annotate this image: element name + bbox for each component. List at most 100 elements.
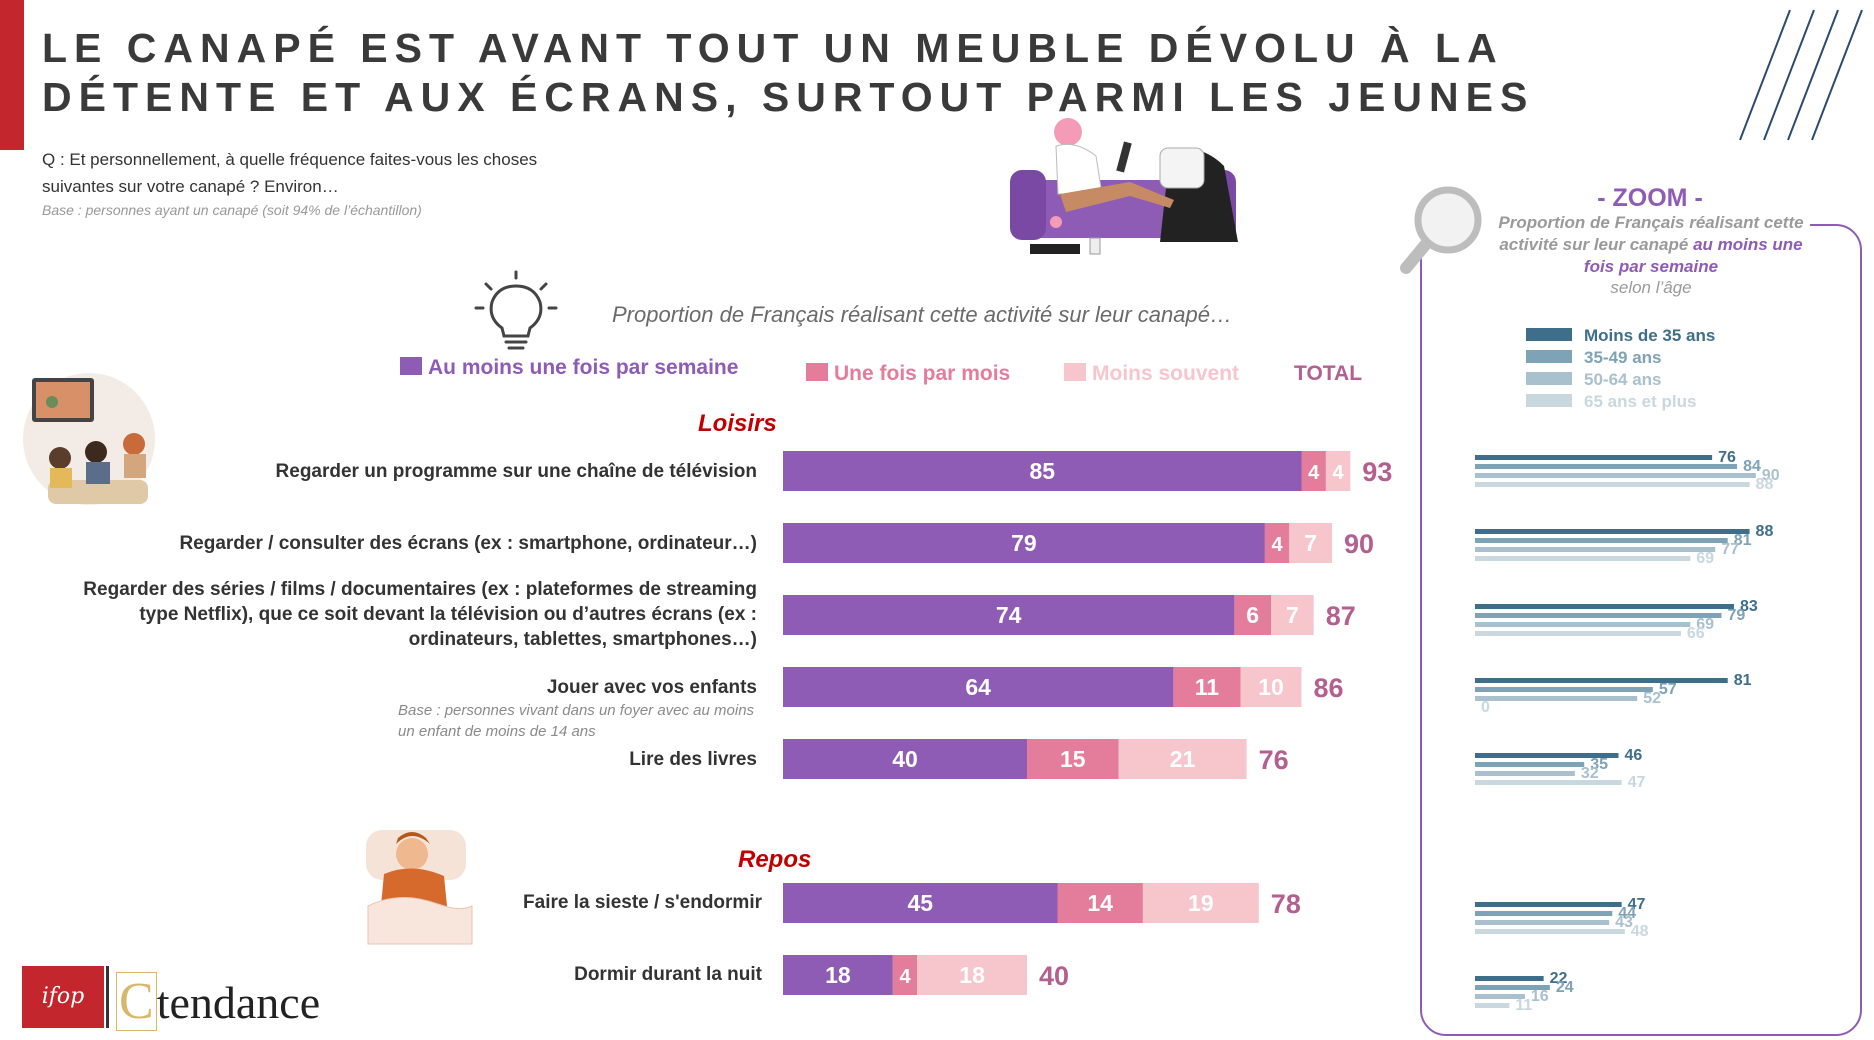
bar-label-monthly: 11	[1195, 674, 1220, 700]
bar-monthly	[1234, 595, 1271, 635]
zoom-bar	[1475, 929, 1625, 934]
zoom-bar-label: 66	[1687, 625, 1705, 642]
row-label-tv: Regarder un programme sur une chaîne de …	[275, 461, 757, 482]
zoom-bar-label: 48	[1631, 923, 1649, 940]
zoom-bar-label: 24	[1556, 979, 1574, 996]
zoom-legend-label: 35-49 ans	[1584, 348, 1662, 367]
row-label-night: Dormir durant la nuit	[574, 964, 762, 985]
zoom-bar-label: 79	[1727, 607, 1745, 624]
zoom-legend-swatch	[1526, 328, 1572, 341]
zoom-bar	[1475, 547, 1716, 552]
zoom-legend-swatch	[1526, 350, 1572, 363]
ifop-logo: ifop	[22, 966, 104, 1028]
zoom-bar	[1475, 613, 1722, 618]
total-label: 78	[1271, 889, 1301, 919]
zoom-bar	[1475, 687, 1653, 692]
zoom-legend-35-49: 35-49 ans	[1526, 348, 1662, 368]
zoom-bar-label: 76	[1718, 449, 1736, 466]
title-accent-bar	[0, 0, 24, 150]
bar-label-less: 21	[1170, 746, 1196, 772]
section-loisirs: Loisirs	[698, 410, 777, 437]
bar-less	[1325, 451, 1351, 491]
zoom-legend-65plus: 65 ans et plus	[1526, 392, 1696, 412]
zoom-bar-label: 0	[1481, 699, 1490, 716]
bar-label-monthly: 4	[1308, 462, 1320, 484]
legend-weekly: Au moins une fois par semaine	[400, 356, 738, 380]
zoom-title: - ZOOM -	[1597, 184, 1703, 212]
legend-less: Moins souvent	[1064, 362, 1239, 386]
zoom-bar-label: 47	[1628, 774, 1646, 791]
zoom-bar-label: 84	[1743, 458, 1761, 475]
ctendance-logo-text: tendance	[156, 977, 321, 1028]
proportion-label: Proportion de Français réalisant cette a…	[612, 302, 1232, 327]
bar-less	[1118, 739, 1247, 779]
zoom-bar	[1475, 631, 1681, 636]
row-label-books: Lire des livres	[629, 749, 757, 770]
zoom-description-text: Proportion de Français réalisant cette a…	[1498, 213, 1804, 254]
zoom-bar	[1475, 780, 1622, 785]
row-label-screens: Regarder / consulter des écrans (ex : sm…	[179, 533, 757, 554]
bar-label-less: 19	[1188, 890, 1214, 916]
bar-weekly	[783, 955, 893, 995]
bar-monthly	[1173, 667, 1241, 707]
bar-weekly	[783, 451, 1302, 491]
bar-label-monthly: 14	[1087, 890, 1113, 916]
zoom-bar-label: 46	[1625, 747, 1643, 764]
bar-weekly	[783, 523, 1265, 563]
legend-monthly: Une fois par mois	[806, 362, 1010, 386]
bar-less	[1240, 667, 1302, 707]
bar-label-weekly: 85	[1029, 458, 1055, 484]
row-note-kids: Base : personnes vivant dans un foyer av…	[398, 702, 755, 740]
row-label-kids: Jouer avec vos enfants	[546, 677, 757, 698]
bar-less	[1289, 523, 1332, 563]
zoom-bar	[1475, 762, 1585, 767]
bar-label-less: 7	[1286, 602, 1299, 628]
bar-label-weekly: 64	[965, 674, 991, 700]
bar-label-weekly: 40	[892, 746, 918, 772]
bar-weekly	[783, 667, 1174, 707]
zoom-bar	[1475, 556, 1691, 561]
zoom-legend-label: 65 ans et plus	[1584, 392, 1697, 411]
total-label: 86	[1314, 673, 1344, 703]
zoom-legend-label: Moins de 35 ans	[1584, 326, 1716, 345]
bar-label-less: 18	[959, 962, 985, 988]
bar-label-weekly: 45	[907, 890, 933, 916]
zoom-bar-label: 81	[1734, 672, 1752, 689]
zoom-bar	[1475, 696, 1638, 701]
ctendance-logo-c: C	[116, 972, 157, 1031]
row-label-nap: Faire la sieste / s'endormir	[523, 892, 762, 913]
row-label-series: Regarder des séries / films / documentai…	[83, 579, 757, 650]
zoom-bar-label: 44	[1618, 905, 1636, 922]
zoom-bar-label: 57	[1659, 681, 1677, 698]
zoom-bar	[1475, 902, 1622, 907]
zoom-subtitle: selon l’âge	[1610, 278, 1692, 297]
zoom-bar-label: 83	[1740, 598, 1758, 615]
zoom-legend-50-64: 50-64 ans	[1526, 370, 1662, 390]
bar-monthly	[1027, 739, 1119, 779]
zoom-bar	[1475, 771, 1575, 776]
bar-monthly	[1301, 451, 1326, 491]
bar-label-monthly: 4	[899, 966, 911, 988]
legend-monthly-swatch	[806, 363, 828, 381]
bar-label-less: 10	[1258, 674, 1284, 700]
legend-weekly-swatch	[400, 357, 422, 375]
bar-less	[917, 955, 1027, 995]
zoom-bar	[1475, 529, 1750, 534]
zoom-legend-swatch	[1526, 372, 1572, 385]
zoom-bar	[1475, 920, 1610, 925]
zoom-bar	[1475, 482, 1750, 487]
legend-weekly-label: Au moins une fois par semaine	[428, 356, 739, 379]
total-label: 76	[1259, 745, 1289, 775]
bar-less	[1142, 883, 1259, 923]
logo-separator	[106, 966, 109, 1028]
zoom-bar-label: 47	[1628, 896, 1646, 913]
zoom-description: Proportion de Français réalisant cette a…	[1484, 212, 1818, 278]
family-tv-icon	[23, 373, 155, 505]
zoom-bar	[1475, 473, 1756, 478]
zoom-legend-under35: Moins de 35 ans	[1526, 326, 1715, 346]
zoom-bar-label: 81	[1734, 532, 1752, 549]
zoom-bar	[1475, 994, 1525, 999]
bar-weekly	[783, 595, 1235, 635]
legend-total: TOTAL	[1294, 362, 1363, 385]
